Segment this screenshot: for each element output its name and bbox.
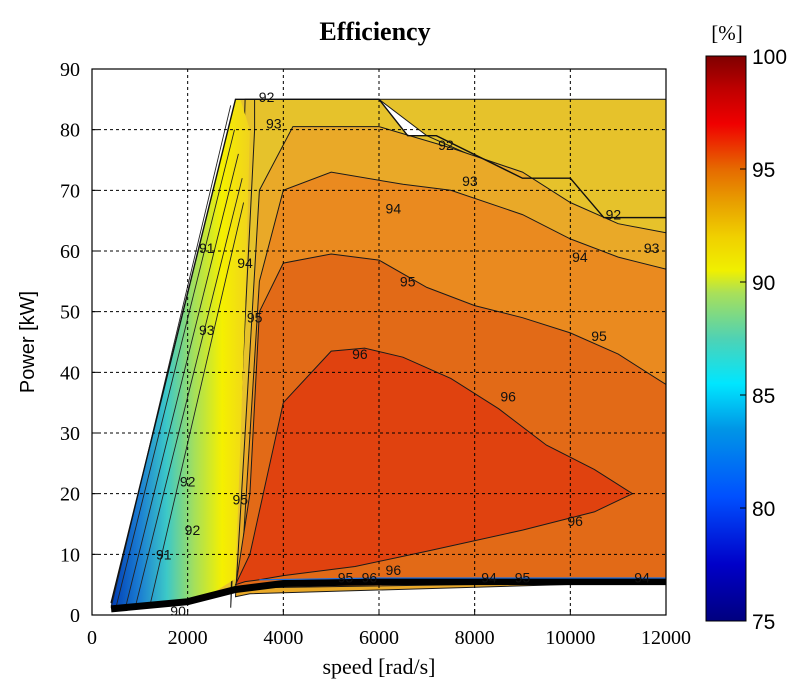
colorbar-tick-label: 95 [752, 159, 775, 182]
contour-label: 96 [362, 569, 378, 585]
y-tick-label: 0 [70, 605, 80, 627]
y-tick-label: 10 [60, 544, 80, 566]
contour-fills [111, 98, 666, 609]
colorbar-ticks: 75 80 85 90 95 100 [740, 46, 787, 634]
colorbar [705, 55, 747, 622]
contour-label: 93 [462, 173, 478, 189]
y-axis-ticks: 0 10 20 30 40 50 60 70 80 90 [60, 59, 98, 627]
y-tick-label: 20 [60, 484, 80, 506]
x-tick-label: 4000 [263, 627, 303, 649]
contour-line [115, 129, 235, 608]
x-tick-label: 10000 [545, 627, 595, 649]
contour-label: 90 [170, 603, 186, 619]
contour-label: 93 [644, 240, 660, 256]
contour-label: 96 [352, 346, 368, 362]
contour-label: 94 [481, 569, 497, 585]
contour-label: 92 [259, 89, 275, 105]
colorbar-tick-label: 80 [752, 498, 775, 521]
contour-label: 96 [500, 389, 516, 405]
low-power-contour-line [259, 577, 666, 581]
max-power-envelope-line [110, 98, 666, 604]
y-tick-label: 60 [60, 241, 80, 263]
grid-lines [92, 69, 666, 615]
x-tick-label: 0 [87, 627, 97, 649]
x-tick-label: 2000 [168, 627, 208, 649]
contour-label: 95 [400, 273, 416, 289]
contour-line [134, 178, 243, 608]
contour-label: 94 [386, 201, 402, 217]
contour-label: 94 [572, 249, 588, 265]
low-efficiency-fill [111, 99, 250, 609]
colorbar-tick-label: 100 [752, 46, 787, 69]
contour-label: 91 [156, 546, 172, 562]
x-tick-label: 6000 [359, 627, 399, 649]
contour-label: 95 [515, 569, 531, 585]
y-tick-label: 40 [60, 362, 80, 384]
contour-label: 92 [606, 207, 622, 223]
contour-label: 93 [266, 116, 282, 132]
x-axis-label: speed [rad/s] [322, 654, 435, 679]
low-efficiency-band [110, 99, 250, 609]
contour-label: 95 [232, 492, 248, 508]
chart-title: Efficiency [319, 17, 430, 46]
colorbar-tick-label: 85 [752, 385, 775, 408]
contour-label: 91 [199, 240, 215, 256]
contour-label: 95 [338, 569, 354, 585]
y-tick-label: 50 [60, 302, 80, 324]
envelope-lines [110, 98, 666, 613]
y-tick-label: 80 [60, 120, 80, 142]
x-tick-label: 8000 [455, 627, 495, 649]
contour-labels: 92 93 92 93 94 92 93 94 95 95 96 96 96 96 94 95 95 95 96 94… [156, 89, 660, 619]
contour-label: 96 [386, 562, 402, 578]
colorbar-label: [%] [711, 21, 742, 45]
contour-label: 95 [247, 310, 263, 326]
contour-line [125, 153, 239, 608]
contour-label: 95 [591, 328, 607, 344]
x-tick-label: 12000 [641, 627, 691, 649]
contour-label: 94 [634, 569, 650, 585]
contour-label: 92 [185, 522, 201, 538]
contour-label: 94 [237, 255, 253, 271]
colorbar-tick-label: 75 [752, 611, 775, 634]
y-tick-label: 70 [60, 180, 80, 202]
contour-label: 93 [199, 322, 215, 338]
contour-label: 92 [180, 474, 196, 490]
colorbar-tick-label: 90 [752, 272, 775, 295]
x-axis-ticks: 0 2000 4000 6000 8000 10000 12000 [87, 609, 691, 649]
min-power-envelope-line [110, 578, 666, 613]
y-tick-label: 30 [60, 423, 80, 445]
contour-label: 96 [567, 513, 583, 529]
y-tick-label: 90 [60, 59, 80, 81]
contour-line [148, 202, 245, 608]
y-axis-label: Power [kW] [17, 291, 39, 393]
contour-label: 92 [438, 137, 454, 153]
